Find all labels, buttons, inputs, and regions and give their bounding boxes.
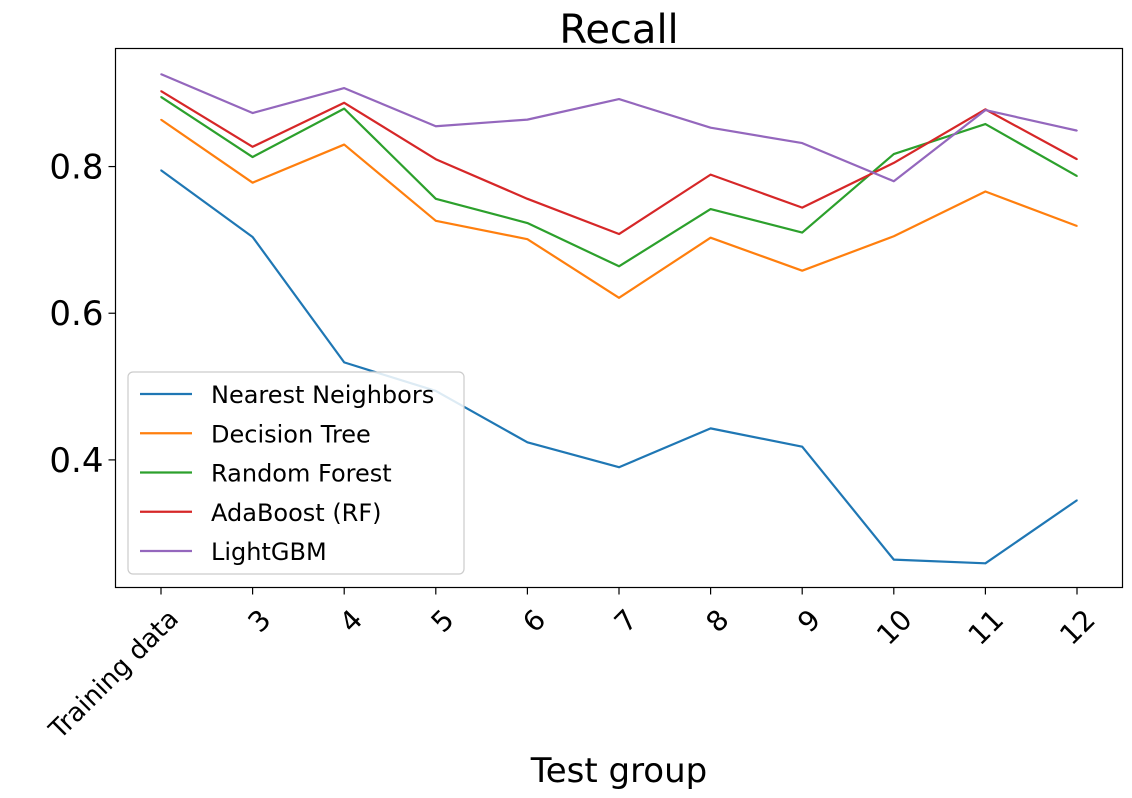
- data-point-random-forest-4: [526, 222, 529, 224]
- data-point-random-forest-0: [160, 96, 162, 98]
- legend-label: Nearest Neighbors: [211, 381, 434, 409]
- x-tick-label: 9: [791, 603, 827, 639]
- x-tick-label: 4: [333, 603, 369, 639]
- data-point-adaboost-rf-4: [526, 198, 529, 200]
- data-point-decision-tree-8: [893, 235, 895, 238]
- data-point-adaboost-rf-8: [893, 162, 895, 164]
- data-point-decision-tree-9: [984, 190, 987, 193]
- data-point-lightgbm-1: [251, 112, 254, 114]
- data-point-lightgbm-3: [435, 125, 437, 128]
- y-tick-label: 0.6: [49, 294, 103, 334]
- data-point-adaboost-rf-3: [435, 158, 437, 161]
- data-point-random-forest-9: [984, 123, 987, 125]
- data-point-random-forest-1: [251, 156, 254, 158]
- data-point-lightgbm-5: [618, 98, 620, 100]
- data-point-nearest-neighbors-1: [251, 236, 254, 238]
- data-point-nearest-neighbors-10: [1076, 499, 1078, 502]
- data-point-nearest-neighbors-7: [801, 445, 803, 448]
- x-tick-label: Training data: [43, 604, 185, 746]
- data-point-decision-tree-5: [618, 297, 620, 299]
- data-point-adaboost-rf-5: [618, 233, 620, 235]
- data-point-adaboost-rf-10: [1076, 158, 1078, 161]
- x-tick-label: 5: [425, 603, 461, 639]
- data-point-lightgbm-2: [343, 87, 346, 89]
- legend-label: Decision Tree: [211, 420, 371, 448]
- data-point-adaboost-rf-6: [709, 173, 712, 176]
- data-point-adaboost-rf-2: [343, 101, 346, 104]
- legend-label: Random Forest: [211, 460, 392, 488]
- data-point-lightgbm-8: [893, 180, 895, 183]
- series-layer: [160, 73, 1078, 565]
- x-axis: Training data 3 4 5 6 7 8 9 10 11 12: [43, 587, 1102, 746]
- data-point-nearest-neighbors-5: [618, 466, 620, 469]
- data-point-random-forest-3: [435, 198, 437, 200]
- data-point-lightgbm-6: [709, 126, 712, 129]
- y-tick-label: 0.4: [49, 441, 103, 481]
- legend: Nearest Neighbors Decision Tree Random For…: [127, 371, 465, 575]
- data-point-lightgbm-7: [801, 142, 803, 144]
- y-tick-label: 0.8: [49, 148, 103, 188]
- data-point-random-forest-7: [801, 231, 803, 234]
- x-tick-label: 12: [1053, 603, 1102, 652]
- data-point-random-forest-2: [343, 107, 346, 110]
- data-point-decision-tree-2: [343, 143, 346, 146]
- series-line-lightgbm: [160, 73, 1078, 183]
- data-point-lightgbm-10: [1076, 129, 1078, 132]
- legend-label: LightGBM: [211, 538, 327, 566]
- legend-box: [127, 371, 465, 575]
- x-tick-label: 6: [516, 603, 552, 639]
- x-axis-label: Test group: [530, 751, 708, 791]
- data-point-lightgbm-4: [526, 118, 529, 121]
- data-point-nearest-neighbors-9: [984, 562, 987, 565]
- x-tick-label: 11: [962, 603, 1011, 652]
- data-point-lightgbm-9: [984, 109, 987, 111]
- data-point-lightgbm-0: [160, 73, 162, 75]
- data-point-nearest-neighbors-0: [160, 169, 162, 172]
- data-point-nearest-neighbors-6: [709, 427, 712, 430]
- data-point-decision-tree-0: [160, 118, 162, 121]
- series-line-random-forest: [160, 95, 1078, 268]
- data-point-nearest-neighbors-4: [526, 441, 529, 444]
- data-point-nearest-neighbors-2: [343, 361, 346, 364]
- y-axis: 0.4 0.6 0.8: [49, 148, 116, 481]
- data-point-decision-tree-6: [709, 236, 712, 239]
- data-point-decision-tree-7: [801, 269, 803, 272]
- x-tick-label: 8: [699, 603, 735, 639]
- data-point-random-forest-10: [1076, 175, 1078, 177]
- data-point-random-forest-5: [618, 265, 620, 268]
- data-point-adaboost-rf-7: [801, 206, 803, 209]
- x-tick-label: 7: [608, 603, 644, 639]
- data-point-nearest-neighbors-8: [893, 558, 895, 561]
- chart-title: Recall: [559, 7, 678, 53]
- data-point-adaboost-rf-1: [251, 145, 254, 148]
- data-point-decision-tree-1: [251, 181, 254, 184]
- data-point-decision-tree-10: [1076, 225, 1078, 227]
- x-tick-label: 3: [241, 603, 277, 639]
- data-point-adaboost-rf-0: [160, 90, 162, 92]
- data-point-decision-tree-4: [526, 238, 529, 240]
- data-point-random-forest-8: [893, 153, 895, 155]
- legend-label: AdaBoost (RF): [211, 499, 382, 527]
- data-point-random-forest-6: [709, 208, 712, 210]
- data-point-decision-tree-3: [435, 220, 437, 222]
- x-tick-label: 10: [870, 603, 919, 652]
